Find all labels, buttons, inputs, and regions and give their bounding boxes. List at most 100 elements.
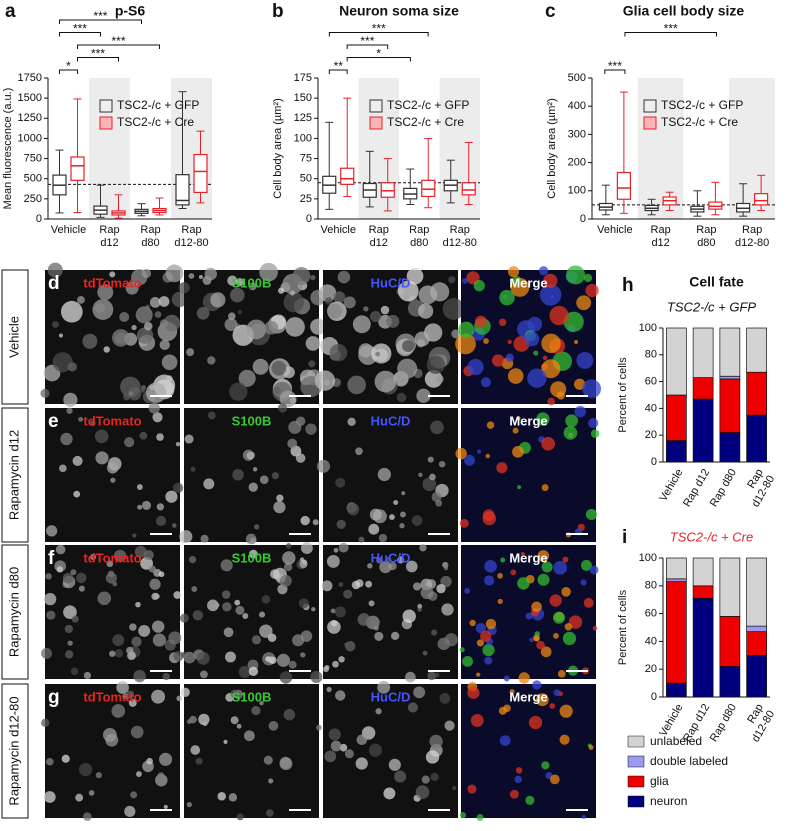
cell <box>122 693 129 700</box>
cell <box>547 397 556 406</box>
cell <box>52 352 73 373</box>
significance-label: * <box>66 59 71 73</box>
cell <box>339 743 348 752</box>
cell <box>576 351 594 369</box>
cell <box>155 515 167 527</box>
cell <box>200 670 208 679</box>
cell <box>324 297 333 305</box>
cell <box>89 553 97 561</box>
cell <box>397 358 418 379</box>
cell <box>242 613 249 619</box>
cell <box>299 560 308 569</box>
box <box>380 182 395 198</box>
cell <box>517 485 522 490</box>
cell <box>190 745 201 755</box>
cell <box>485 618 497 630</box>
cell <box>576 295 592 311</box>
cell <box>163 804 168 809</box>
significance-bracket <box>624 32 717 37</box>
cell <box>248 666 259 677</box>
cell <box>75 793 84 802</box>
bar-segment <box>692 398 714 463</box>
cell <box>402 609 416 623</box>
cell <box>376 557 383 564</box>
cell <box>268 778 274 784</box>
cell <box>524 331 540 347</box>
cell <box>152 412 163 423</box>
cell <box>259 611 266 618</box>
cell <box>311 607 316 612</box>
cell <box>46 610 56 620</box>
cell <box>314 370 336 391</box>
bar-segment <box>692 585 714 599</box>
cell <box>235 278 244 287</box>
cell <box>95 451 109 465</box>
cell <box>467 686 480 699</box>
cell <box>347 417 356 426</box>
x-tick-label: Rap d80 <box>696 224 716 249</box>
cell <box>41 647 53 659</box>
cell <box>116 681 129 694</box>
micrograph-bg <box>461 684 596 818</box>
x-tick-label: Vehicle <box>597 224 632 236</box>
significance-label: *** <box>664 22 678 36</box>
bar-segment <box>746 371 767 416</box>
cell <box>511 275 522 286</box>
cell <box>282 551 296 565</box>
cell <box>158 571 165 578</box>
cell <box>541 436 556 451</box>
cell <box>191 586 198 592</box>
cell <box>156 503 165 511</box>
cell <box>540 646 552 658</box>
cell <box>252 467 258 472</box>
cell <box>475 622 487 634</box>
cell <box>470 713 484 727</box>
cell <box>251 635 262 645</box>
cell <box>173 650 184 662</box>
cell <box>139 431 148 440</box>
cell <box>357 613 371 626</box>
cell <box>312 519 319 526</box>
y-tick-label: 100 <box>568 185 586 197</box>
channel-label: HuC/D <box>371 689 411 704</box>
cell <box>505 353 514 362</box>
cell <box>482 509 495 521</box>
box <box>175 174 190 206</box>
cell <box>396 392 407 403</box>
cell <box>252 358 269 375</box>
legend-label: glia <box>650 774 669 788</box>
cell <box>431 491 442 503</box>
cell <box>159 319 169 328</box>
channel-label: tdTomato <box>83 413 141 428</box>
cell <box>156 433 164 441</box>
cell <box>406 267 424 285</box>
channel-label: tdTomato <box>83 275 141 290</box>
cell <box>289 290 295 296</box>
cell <box>541 561 553 573</box>
cell <box>386 314 400 328</box>
significance-bracket <box>77 44 161 49</box>
cell <box>369 310 382 323</box>
legend-swatch <box>99 99 113 113</box>
cell <box>484 575 495 586</box>
y-axis-label: Mean fluorescence (a.u.) <box>2 88 14 210</box>
y-axis-label: Percent of cells <box>617 357 629 433</box>
cell <box>400 511 406 518</box>
cell <box>154 311 162 318</box>
cell <box>480 630 492 642</box>
cell <box>41 718 50 727</box>
cell <box>592 626 598 631</box>
cell <box>422 650 428 656</box>
legend-label: unlabeled <box>650 734 702 748</box>
significance-label: * <box>376 47 381 61</box>
cell <box>585 283 599 298</box>
cell <box>517 577 530 590</box>
bar-segment <box>666 394 687 441</box>
cell <box>227 275 238 286</box>
x-tick-label: Rapd12-80 <box>738 467 777 509</box>
cell <box>525 612 533 620</box>
cell <box>245 533 257 545</box>
cell <box>276 653 291 667</box>
